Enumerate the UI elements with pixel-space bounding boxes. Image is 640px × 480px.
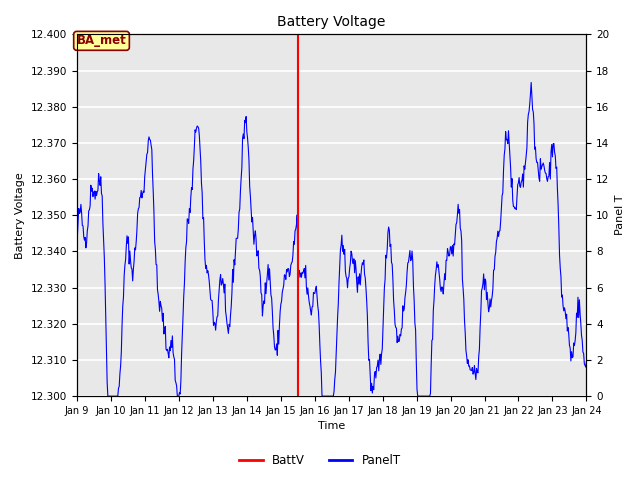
Title: Battery Voltage: Battery Voltage xyxy=(277,15,386,29)
Text: BA_met: BA_met xyxy=(77,35,127,48)
Y-axis label: Battery Voltage: Battery Voltage xyxy=(15,172,25,259)
X-axis label: Time: Time xyxy=(318,421,345,432)
Legend: BattV, PanelT: BattV, PanelT xyxy=(234,449,406,472)
Y-axis label: Panel T: Panel T xyxy=(615,195,625,236)
